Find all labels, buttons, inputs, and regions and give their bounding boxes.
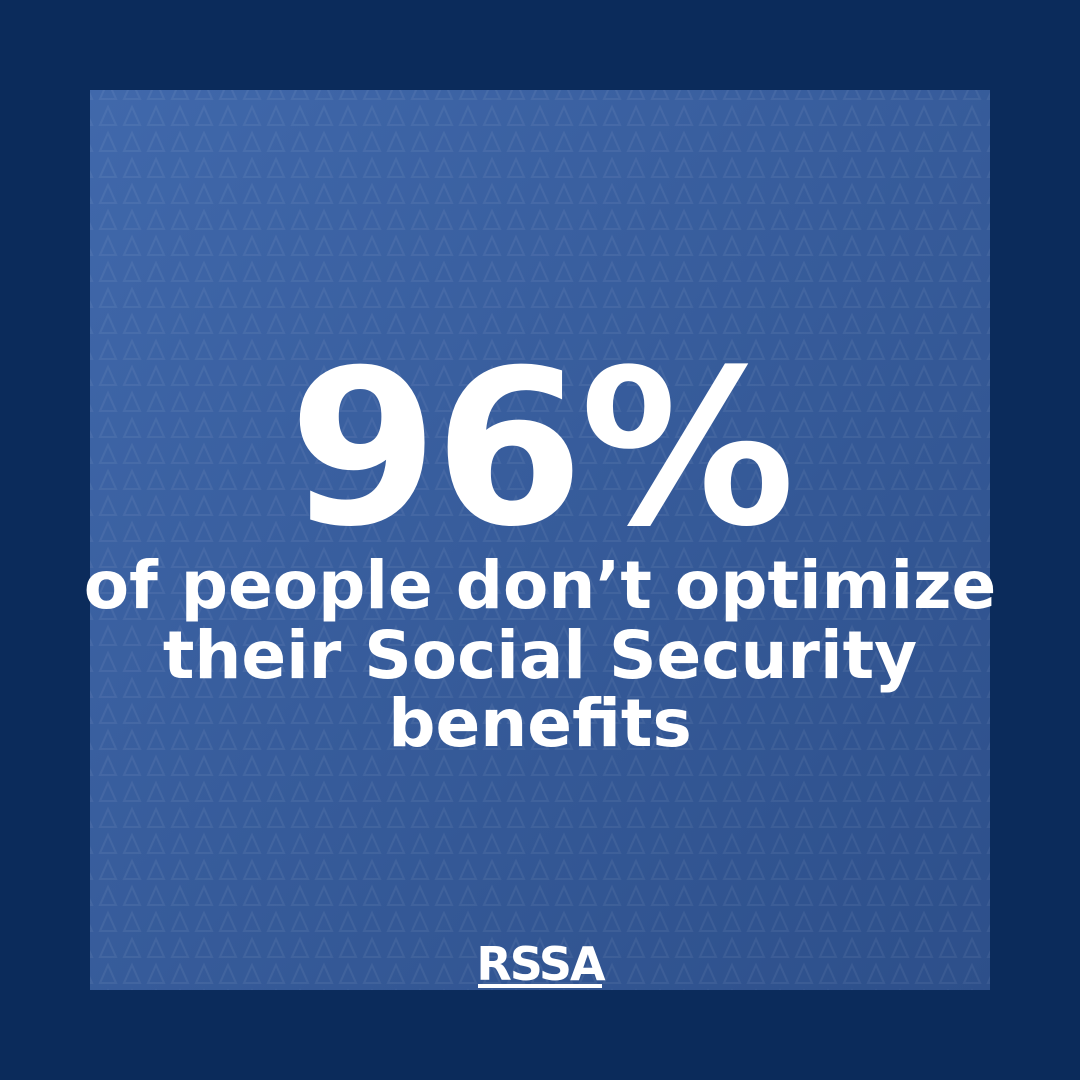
logo-underline [478,984,602,988]
headline-line: their Social Security [163,617,917,694]
stat: 96% [289,323,792,574]
panel-pattern [90,90,990,990]
logo: RSSA [476,937,606,991]
headline-line: of people don’t optimize [84,547,997,624]
headline-line: benefits [388,685,692,762]
